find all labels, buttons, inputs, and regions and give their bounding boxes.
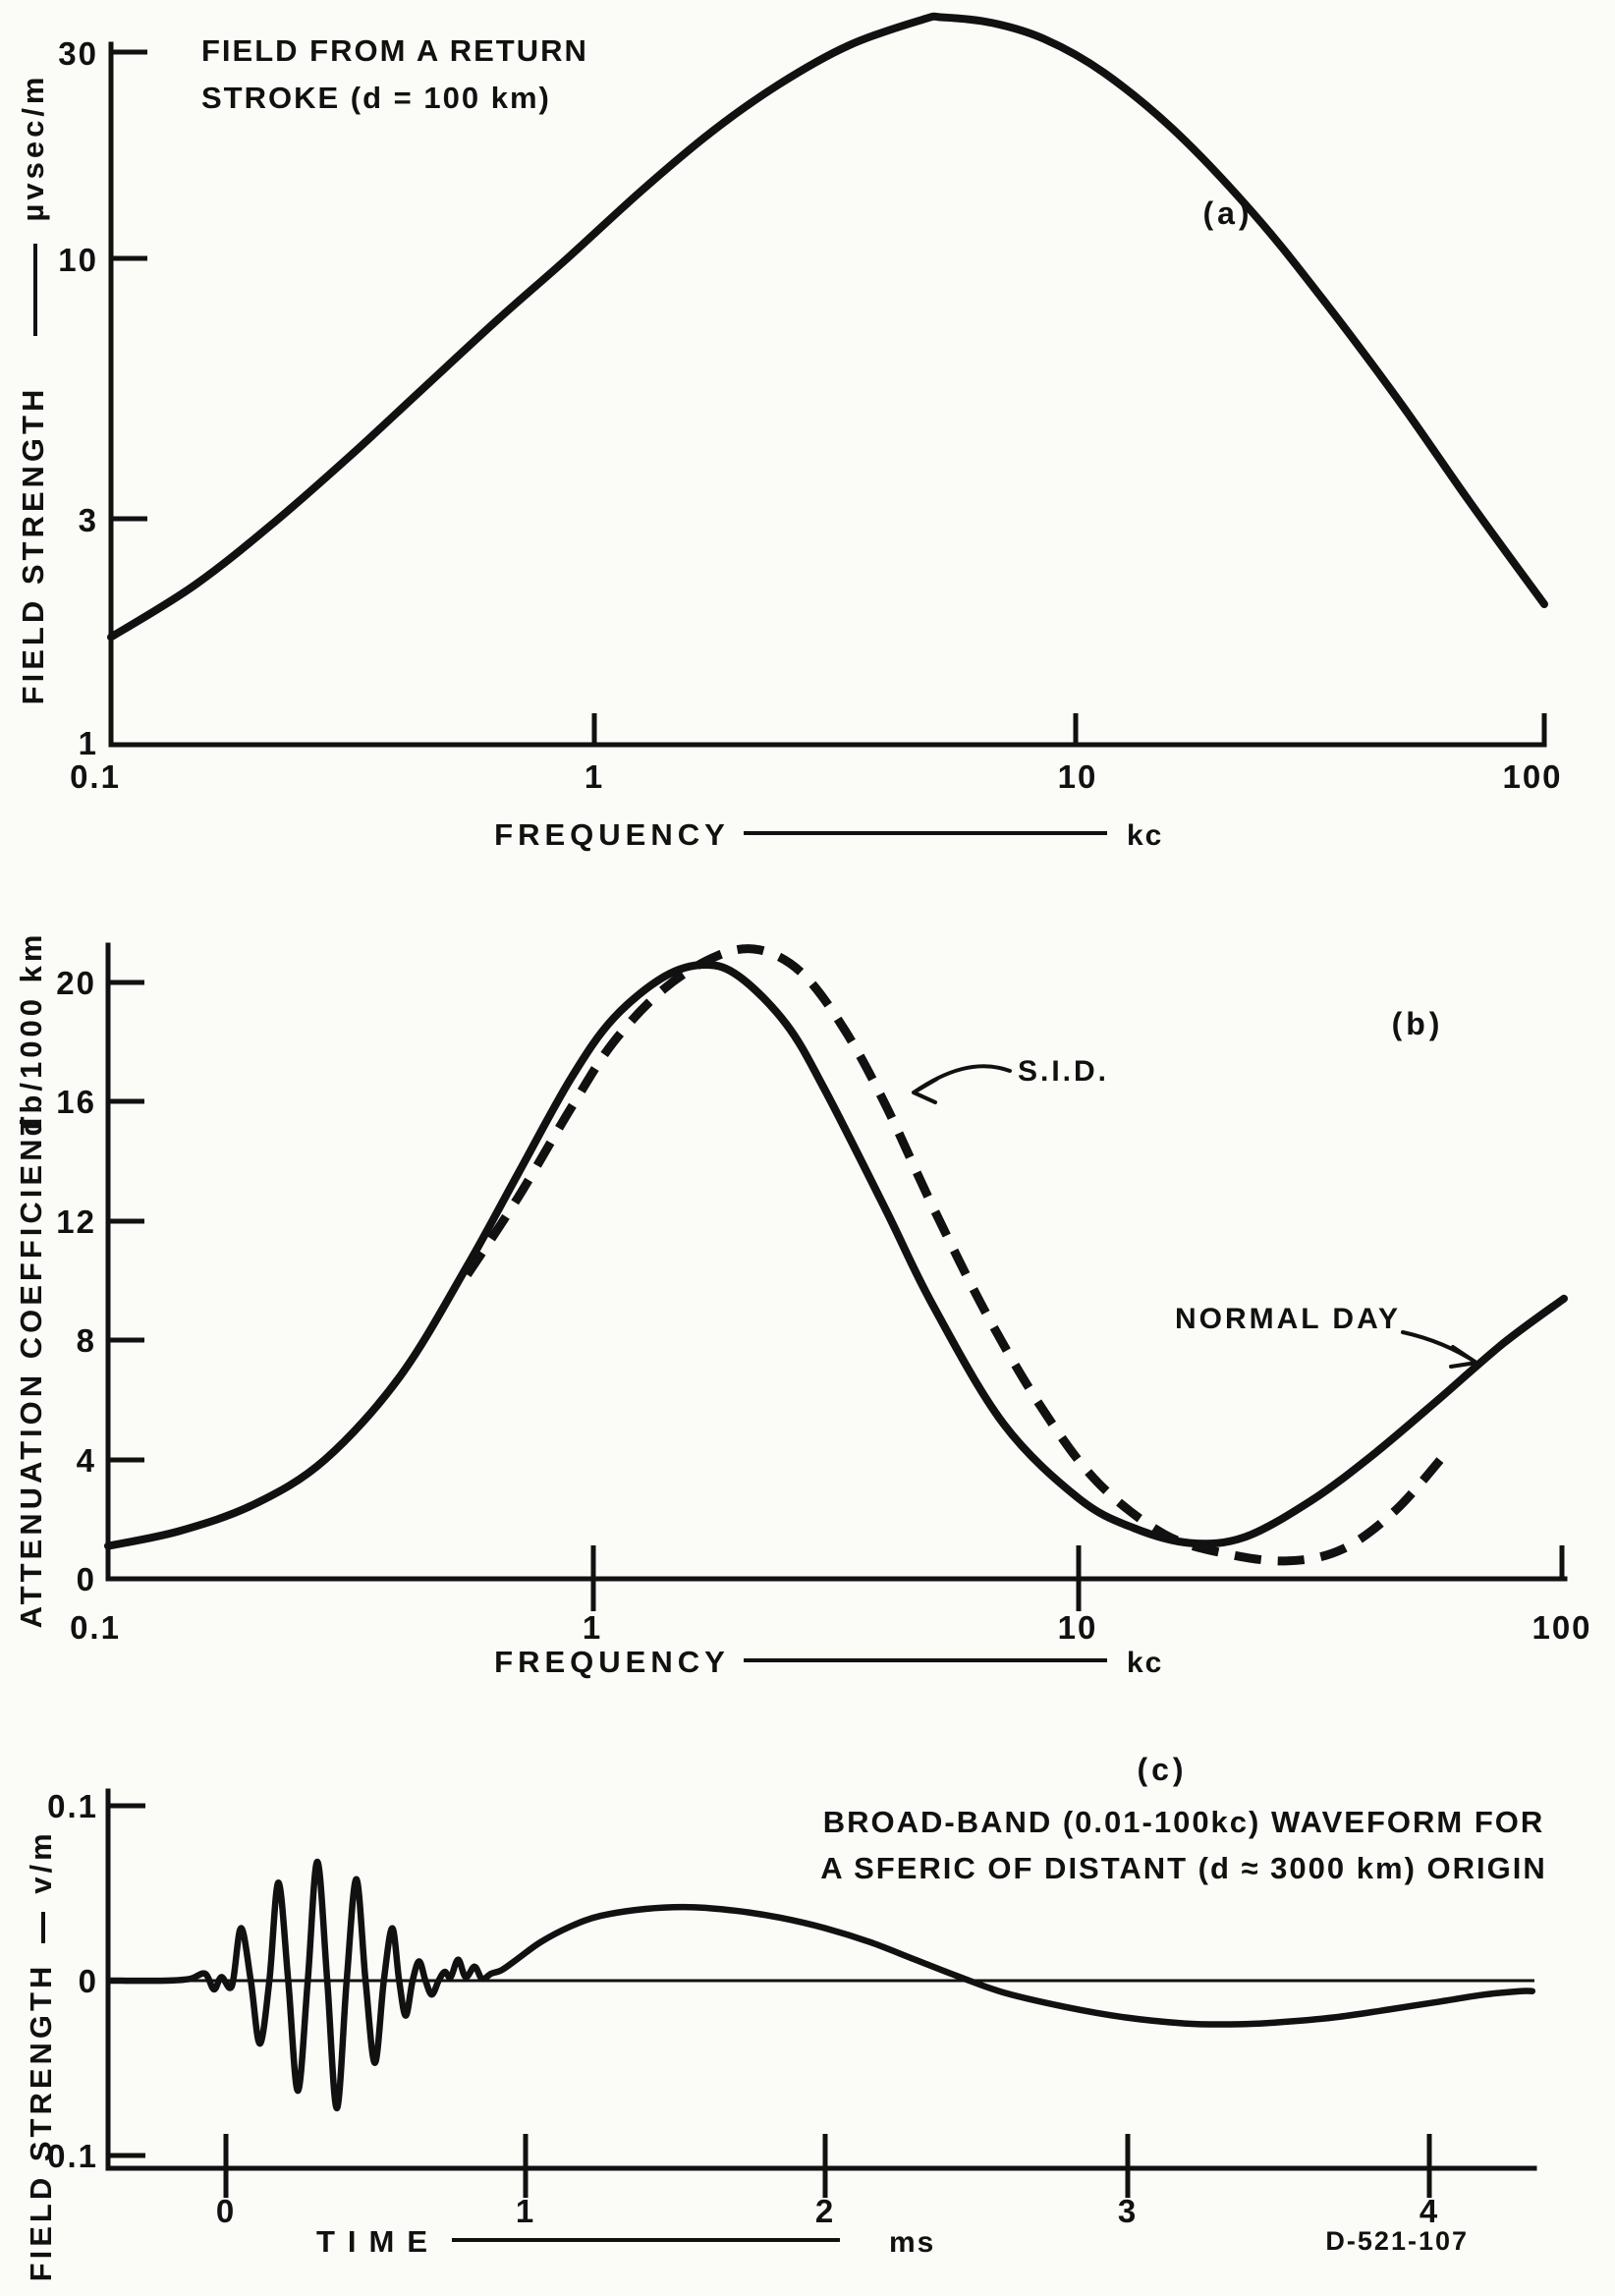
panel-c-xtick-4: 4 (1420, 2193, 1439, 2229)
panel-a-y-ticks (111, 49, 147, 522)
panel-a-yaxis-unit: µvsec/m (16, 73, 50, 221)
sid-curve (463, 944, 1449, 1566)
panel-a-xtick-1: 1 (585, 758, 604, 795)
panel-c-title-line2: A SFERIC OF DISTANT (d ≈ 3000 km) ORIGIN (820, 1851, 1546, 1885)
panel-a-xtick-100: 100 (1502, 758, 1562, 795)
panel-b-xtick-0p1: 0.1 (70, 1609, 121, 1646)
panel-b-xtick-10: 10 (1058, 1609, 1098, 1646)
sid-annotation-label: S.I.D. (1018, 1055, 1109, 1088)
panel-b-xaxis-label: FREQUENCY (494, 1645, 730, 1679)
panel-c-title-line1: BROAD-BAND (0.01-100kc) WAVEFORM FOR (823, 1805, 1545, 1839)
figure-code: D-521-107 (1325, 2226, 1469, 2256)
panel-a-xtick-10: 10 (1058, 758, 1098, 795)
normal-day-annotation-label: NORMAL DAY (1175, 1303, 1401, 1335)
normal-day-curve (104, 961, 1568, 1550)
panel-b-xtick-100: 100 (1531, 1609, 1591, 1646)
panel-b-yaxis-unit: db/1000 km (14, 931, 48, 1137)
panel-a-title-line2: STROKE (d = 100 km) (201, 81, 551, 115)
panel-b-yaxis-label: ATTENUATION COEFFICIENT (14, 1113, 48, 1629)
panel-a-corner-label: (a) (1202, 196, 1253, 231)
panel-b-ytick-20: 20 (56, 965, 96, 1001)
panel-c-xtick-3: 3 (1118, 2193, 1138, 2229)
panel-a-xaxis-unit: kc (1127, 819, 1163, 852)
panel-a-ytick-30: 30 (58, 35, 98, 72)
panel-b: (b) 20 16 12 8 4 0 0.1 1 10 100 FREQUENC… (14, 931, 1591, 1679)
panel-b-ytick-12: 12 (56, 1204, 96, 1240)
panel-c-xtick-1: 1 (516, 2193, 535, 2229)
panel-c-xaxis-unit: ms (889, 2226, 935, 2259)
panel-c-ytick-zero: 0 (79, 1963, 98, 1999)
sferic-waveform-curve (105, 1858, 1536, 2112)
return-stroke-spectrum-curve (107, 12, 1548, 642)
panel-c-x-ticks (223, 2134, 1432, 2198)
panel-c-xtick-2: 2 (815, 2193, 835, 2229)
panel-a-yaxis-label: FIELD STRENGTH (16, 386, 50, 705)
panel-c: (c) BROAD-BAND (0.01-100kc) WAVEFORM FOR… (24, 1752, 1546, 2282)
panel-b-ytick-16: 16 (56, 1084, 96, 1120)
panel-b-ytick-8: 8 (77, 1322, 96, 1359)
panel-c-yaxis-unit: v/m (24, 1829, 58, 1893)
panel-a-title-line1: FIELD FROM A RETURN (201, 33, 588, 68)
panel-c-y-ticks (108, 1803, 145, 2158)
panel-a-xtick-0p1: 0.1 (70, 758, 121, 795)
panel-a-x-ticks (591, 713, 1547, 745)
panel-a-xaxis-label: FREQUENCY (494, 817, 730, 852)
panel-b-corner-label: (b) (1392, 1006, 1444, 1041)
panel-b-y-ticks (108, 980, 144, 1463)
panel-c-ytick-bottom: 0.1 (47, 2138, 98, 2174)
sid-annotation-arrow (912, 1064, 1012, 1104)
panel-a-ytick-3: 3 (79, 502, 98, 538)
panel-c-xaxis-label: TIME (316, 2224, 440, 2259)
panel-b-ytick-4: 4 (77, 1442, 96, 1479)
panel-b-ytick-0: 0 (77, 1561, 96, 1597)
normal-day-annotation-arrow (1401, 1330, 1478, 1369)
panel-b-x-ticks (590, 1545, 1565, 1611)
panel-c-ytick-top: 0.1 (47, 1788, 98, 1824)
panel-c-corner-label: (c) (1137, 1752, 1187, 1787)
panel-a-ytick-10: 10 (58, 242, 98, 278)
panel-c-yaxis-label: FIELD STRENGTH (24, 1963, 58, 2282)
panel-a-ytick-1: 1 (79, 725, 98, 761)
panel-b-xtick-1: 1 (583, 1609, 602, 1646)
panel-c-xtick-0: 0 (216, 2193, 236, 2229)
panel-a: FIELD FROM A RETURN STROKE (d = 100 km) … (16, 12, 1562, 852)
panel-b-xaxis-unit: kc (1127, 1647, 1163, 1679)
